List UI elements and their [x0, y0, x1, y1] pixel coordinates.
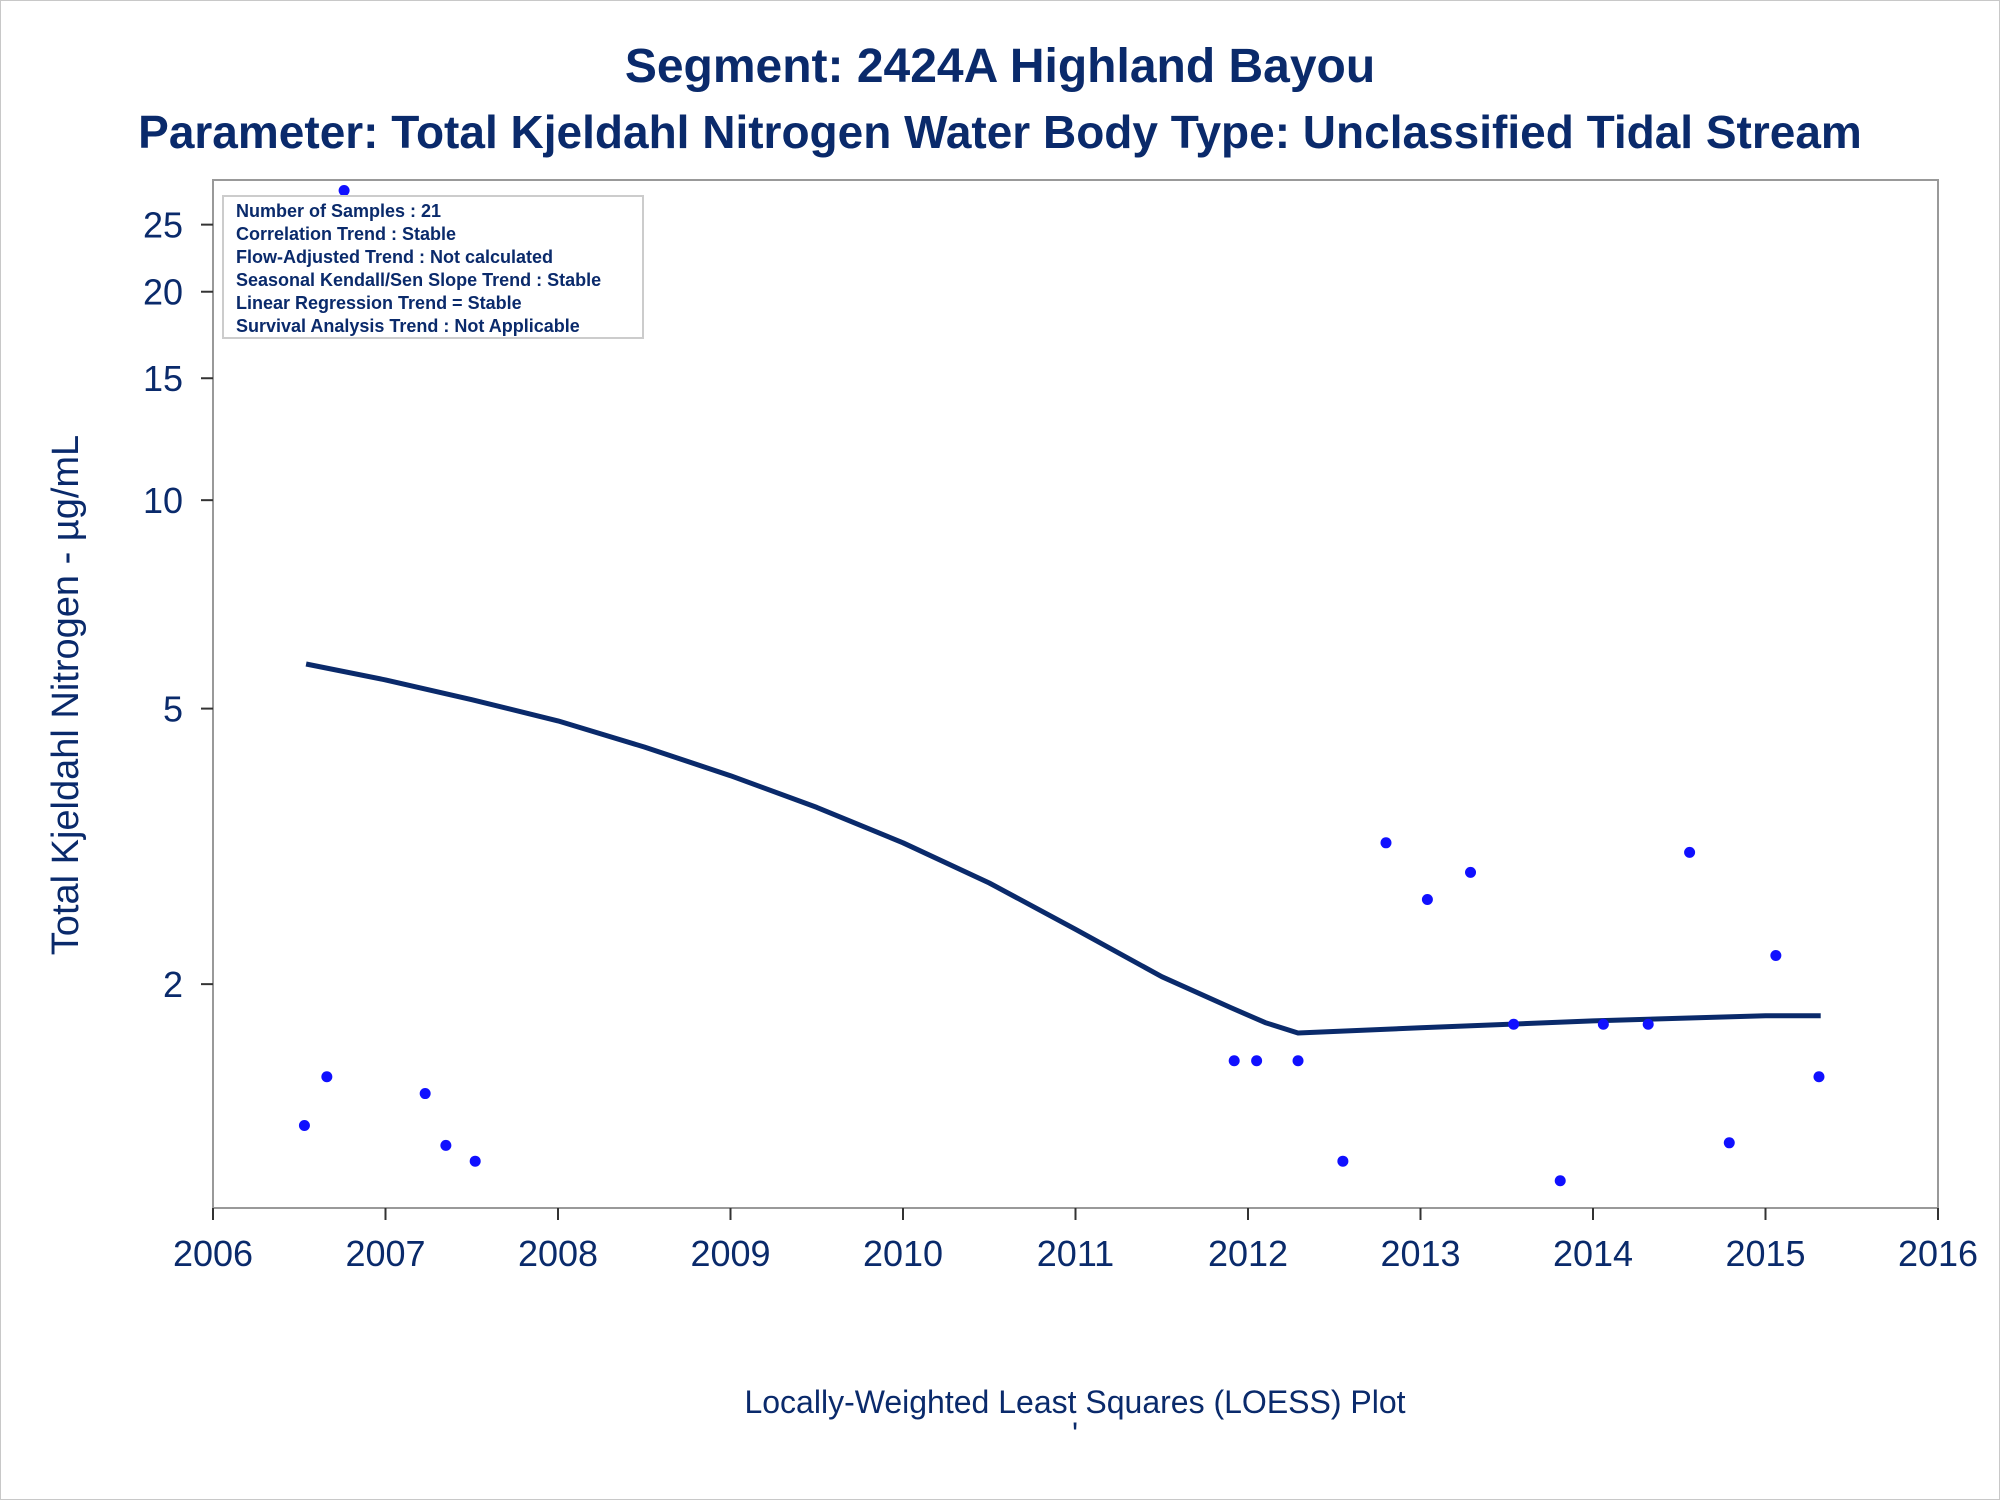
x-tick-label: 2008	[518, 1233, 598, 1274]
data-point	[1251, 1055, 1263, 1067]
y-tick-label: 20	[143, 272, 183, 313]
y-tick-label: 2	[163, 964, 183, 1005]
data-point	[1228, 1055, 1240, 1067]
data-point	[321, 1071, 333, 1083]
data-point	[338, 185, 350, 197]
footnote: Locally-Weighted Least Squares (LOESS) P…	[744, 1384, 1405, 1420]
data-point	[1684, 846, 1696, 858]
data-point	[469, 1155, 481, 1167]
y-tick-label: 15	[143, 358, 183, 399]
x-tick-label: 2010	[863, 1233, 943, 1274]
data-point	[419, 1088, 431, 1100]
data-point	[1723, 1137, 1735, 1149]
x-tick-label: 2006	[173, 1233, 253, 1274]
x-tick-label: 2012	[1208, 1233, 1288, 1274]
data-point	[298, 1119, 310, 1131]
y-tick-label: 25	[143, 205, 183, 246]
data-point	[1421, 894, 1433, 906]
data-point	[1380, 837, 1392, 849]
data-point	[1337, 1155, 1349, 1167]
x-tick-label: 2009	[690, 1233, 770, 1274]
loess-trend-line	[305, 661, 1821, 1036]
data-points	[298, 185, 1825, 1187]
stats-legend: Number of Samples : 21 Correlation Trend…	[222, 195, 644, 339]
legend-line: Linear Regression Trend = Stable	[236, 293, 522, 313]
legend-line: Flow-Adjusted Trend : Not calculated	[236, 247, 553, 267]
data-point	[1554, 1175, 1566, 1187]
x-tick-label: 2011	[1037, 1233, 1114, 1274]
legend-line: Correlation Trend : Stable	[236, 224, 456, 244]
data-point	[1292, 1055, 1304, 1067]
x-axis: 2006 2007 2008 2009 2010 2011 2012 2013 2014 2015…	[173, 1208, 1978, 1274]
x-tick-label: 2016	[1898, 1233, 1978, 1274]
data-point	[1642, 1018, 1654, 1030]
y-axis-label: Total Kjeldahl Nitrogen - µg/mL	[45, 435, 87, 955]
x-tick-label: 2014	[1553, 1233, 1633, 1274]
legend-line: Seasonal Kendall/Sen Slope Trend : Stabl…	[236, 270, 601, 290]
data-point	[1508, 1018, 1520, 1030]
chart-subtitle: Parameter: Total Kjeldahl Nitrogen Water…	[138, 106, 1862, 158]
x-tick-label: 2013	[1380, 1233, 1460, 1274]
y-tick-label: 5	[163, 689, 183, 730]
y-tick-label: 10	[143, 480, 183, 521]
data-point	[1597, 1018, 1609, 1030]
x-tick-label: 2007	[345, 1233, 425, 1274]
data-point	[1813, 1071, 1825, 1083]
x-tick-label: 2015	[1725, 1233, 1805, 1274]
legend-line: Survival Analysis Trend : Not Applicable	[236, 316, 580, 336]
data-point	[1465, 866, 1477, 878]
chart-title: Segment: 2424A Highland Bayou	[625, 40, 1375, 93]
data-point	[440, 1139, 452, 1151]
footnote-mark: '	[1072, 1416, 1078, 1452]
legend-box	[222, 195, 644, 339]
legend-line: Number of Samples : 21	[236, 201, 441, 221]
data-point	[1770, 949, 1782, 961]
